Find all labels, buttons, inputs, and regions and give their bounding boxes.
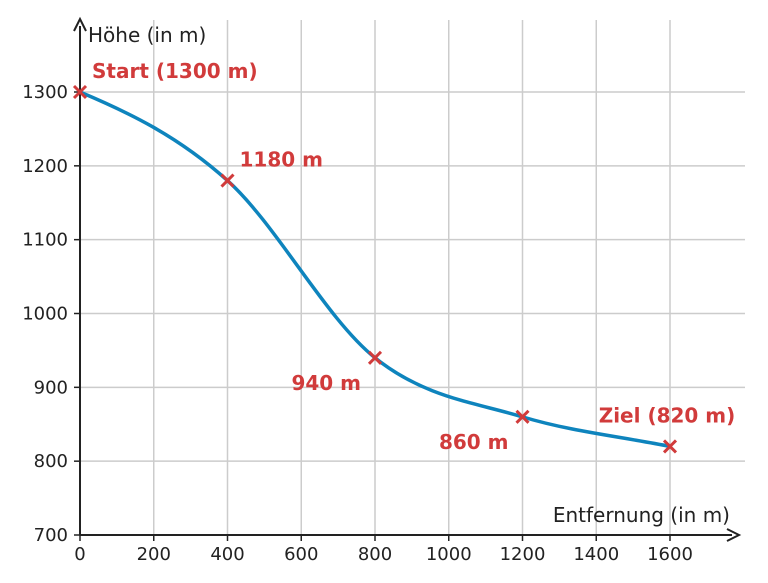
y-axis-arrow-icon bbox=[73, 16, 87, 32]
point-marker bbox=[515, 409, 530, 424]
x-tick-label: 200 bbox=[137, 544, 171, 565]
y-tick-label: 700 bbox=[34, 525, 68, 546]
marker-cross-stroke bbox=[72, 84, 88, 100]
point-marker bbox=[662, 439, 678, 454]
point-label: 940 m bbox=[291, 371, 361, 395]
x-axis-label: Entfernung (in m) bbox=[553, 503, 730, 527]
y-tick-label: 1200 bbox=[22, 156, 68, 177]
y-tick-label: 1000 bbox=[22, 304, 68, 325]
y-tick-label: 1100 bbox=[22, 230, 68, 251]
axes bbox=[73, 16, 742, 542]
elevation-line bbox=[78, 90, 672, 449]
x-tick-label: 1200 bbox=[500, 544, 546, 565]
point-marker bbox=[72, 84, 88, 100]
point-marker bbox=[367, 350, 383, 365]
point-label: Ziel (820 m) bbox=[599, 403, 736, 427]
y-tick-label: 1300 bbox=[22, 82, 68, 103]
point-label: 860 m bbox=[439, 430, 509, 454]
x-tick-label: 600 bbox=[284, 544, 318, 565]
x-tick-label: 400 bbox=[210, 544, 244, 565]
point-label: 1180 m bbox=[240, 148, 323, 172]
x-tick-label: 0 bbox=[74, 544, 85, 565]
x-tick-label: 1400 bbox=[573, 544, 619, 565]
point-markers: Start (1300 m) 1180 m 940 m 860 m Ziel (820 … bbox=[72, 59, 736, 454]
marker-cross-stroke bbox=[367, 350, 383, 365]
x-tick-label: 800 bbox=[358, 544, 392, 565]
marker-cross-stroke bbox=[662, 439, 678, 454]
tick-labels: 0 200 400 600 800 1000 1200 1400 1600 700 800 900 10… bbox=[22, 82, 693, 565]
grid-lines bbox=[80, 20, 745, 535]
y-tick-label: 900 bbox=[34, 377, 68, 398]
y-tick-label: 800 bbox=[34, 451, 68, 472]
x-tick-label: 1600 bbox=[647, 544, 693, 565]
point-marker bbox=[220, 173, 235, 188]
point-label: Start (1300 m) bbox=[92, 59, 258, 83]
marker-cross-stroke bbox=[220, 173, 235, 188]
x-tick-label: 1000 bbox=[426, 544, 472, 565]
y-axis-label: Höhe (in m) bbox=[88, 23, 206, 47]
x-axis-arrow-icon bbox=[726, 528, 742, 542]
marker-cross-stroke bbox=[515, 409, 530, 424]
